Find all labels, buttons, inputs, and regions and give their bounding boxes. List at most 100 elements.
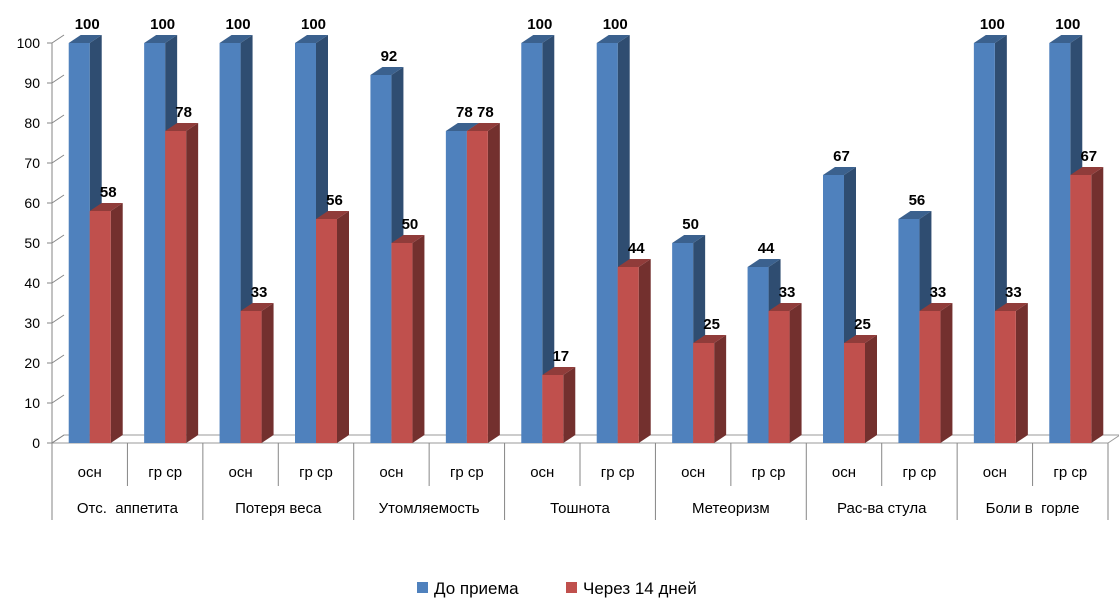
bar-top bbox=[1049, 35, 1083, 43]
bar-top bbox=[391, 235, 425, 243]
y-tick-label: 0 bbox=[32, 435, 40, 451]
legend: До приема Через 14 дней bbox=[417, 579, 697, 598]
bar bbox=[844, 335, 877, 443]
bar-front bbox=[672, 243, 694, 443]
data-label: 92 bbox=[381, 48, 398, 65]
bar-front bbox=[973, 43, 995, 443]
x-sub-label: гр ср bbox=[601, 464, 635, 481]
bar-top bbox=[768, 303, 802, 311]
bar-front bbox=[316, 219, 337, 443]
bar-front bbox=[521, 43, 543, 443]
data-label: 56 bbox=[909, 192, 926, 209]
data-label: 50 bbox=[402, 216, 419, 233]
bar bbox=[994, 303, 1028, 443]
bar-top bbox=[844, 335, 877, 343]
data-label: 25 bbox=[703, 316, 720, 333]
x-group-label: Отс. аппетита bbox=[77, 500, 179, 517]
x-sub-label: гр ср bbox=[903, 464, 937, 481]
y-tick-label: 10 bbox=[24, 395, 40, 411]
data-label: 100 bbox=[980, 16, 1005, 33]
data-label: 25 bbox=[854, 316, 871, 333]
bar bbox=[542, 367, 576, 443]
data-label: 33 bbox=[251, 284, 268, 301]
bar-side bbox=[1015, 303, 1028, 443]
bar bbox=[316, 211, 349, 443]
x-sub-label: осн bbox=[983, 464, 1007, 481]
x-group-label: Утомляемость bbox=[379, 500, 480, 517]
y-tick-depth bbox=[51, 154, 65, 164]
bar-top bbox=[1070, 167, 1104, 175]
data-label: 67 bbox=[1080, 148, 1097, 165]
legend-label: До приема bbox=[434, 579, 519, 598]
x-group-label: Рас-ва стула bbox=[837, 500, 927, 517]
y-tick-label: 60 bbox=[24, 195, 40, 211]
bars bbox=[68, 35, 1104, 443]
bar-top bbox=[68, 35, 102, 43]
data-label: 50 bbox=[682, 216, 699, 233]
data-label: 44 bbox=[758, 240, 775, 257]
chart-floor bbox=[50, 434, 1119, 444]
y-tick-depth bbox=[51, 394, 65, 404]
bar-front bbox=[994, 311, 1016, 443]
x-sub-label: гр ср bbox=[148, 464, 182, 481]
y-tick-depth bbox=[51, 234, 65, 244]
x-sub-label: гр ср bbox=[450, 464, 484, 481]
bar-top bbox=[994, 303, 1028, 311]
y-tick-label: 50 bbox=[24, 235, 40, 251]
bar-top bbox=[165, 123, 199, 131]
x-group-label: Метеоризм bbox=[692, 500, 770, 517]
bar-front bbox=[768, 311, 790, 443]
y-tick-label: 100 bbox=[17, 35, 41, 51]
x-sub-label: осн bbox=[379, 464, 403, 481]
bar-top bbox=[693, 335, 727, 343]
data-label: 44 bbox=[628, 240, 645, 257]
bar-top bbox=[617, 259, 651, 267]
bar-top bbox=[466, 123, 500, 131]
bar-side bbox=[789, 303, 802, 443]
bar-top bbox=[316, 211, 349, 219]
bar-front bbox=[1049, 43, 1071, 443]
bar-top bbox=[240, 303, 274, 311]
data-label: 100 bbox=[150, 16, 175, 33]
data-label: 58 bbox=[100, 184, 117, 201]
bar-front bbox=[370, 75, 392, 443]
bar-top bbox=[521, 35, 555, 43]
x-group-label: Тошнота bbox=[550, 500, 610, 517]
y-tick-depth bbox=[51, 114, 65, 124]
legend-swatch bbox=[566, 582, 577, 593]
data-label: 100 bbox=[226, 16, 251, 33]
bar-top bbox=[973, 35, 1007, 43]
bar-front bbox=[898, 219, 920, 443]
bar bbox=[240, 303, 274, 443]
data-label: 78 bbox=[477, 104, 494, 121]
bar-side bbox=[412, 235, 425, 443]
y-tick-label: 30 bbox=[24, 315, 40, 331]
x-sub-label: осн bbox=[78, 464, 102, 481]
legend-label: Через 14 дней bbox=[583, 579, 697, 598]
bar-top bbox=[445, 123, 479, 131]
bar-front bbox=[823, 175, 844, 443]
bar-front bbox=[542, 375, 564, 443]
bar-top bbox=[219, 35, 253, 43]
bar-top bbox=[596, 35, 630, 43]
bar-front bbox=[844, 343, 865, 443]
data-label: 100 bbox=[603, 16, 628, 33]
x-group-label: Потеря веса bbox=[235, 500, 322, 517]
bar-front bbox=[693, 343, 715, 443]
bar-top bbox=[370, 67, 404, 75]
bar-front bbox=[445, 131, 467, 443]
bar-top bbox=[542, 367, 576, 375]
bar-side bbox=[563, 367, 576, 443]
bar-side bbox=[940, 303, 953, 443]
data-label: 67 bbox=[833, 148, 850, 165]
bar bbox=[1070, 167, 1104, 443]
bar bbox=[391, 235, 425, 443]
bar-top bbox=[89, 203, 123, 211]
data-label: 56 bbox=[326, 192, 343, 209]
x-category-labels: осн гр ср Отс. аппетита осн гр ср Потеря веса… bbox=[77, 464, 1087, 517]
bar-front bbox=[144, 43, 166, 443]
data-label: 33 bbox=[930, 284, 947, 301]
x-sub-label: гр ср bbox=[299, 464, 333, 481]
